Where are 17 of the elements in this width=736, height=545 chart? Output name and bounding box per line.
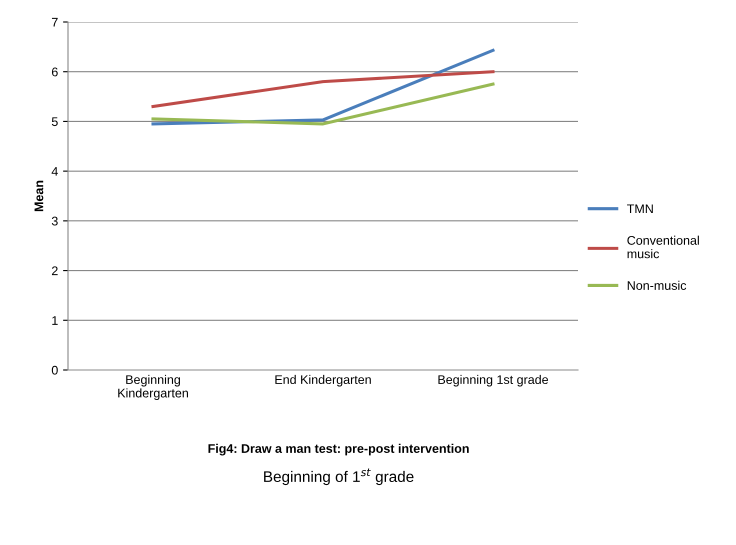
x-tick-label: End Kindergarten — [275, 374, 371, 387]
y-tick-label: 5 — [52, 117, 58, 126]
legend-label: TMN — [627, 204, 653, 214]
x-tick-label: Beginning 1st grade — [438, 374, 548, 387]
y-tick-label: 4 — [52, 167, 58, 176]
y-tick-label: 6 — [52, 68, 58, 76]
caption: Fig4: Draw a man test: pre-post intervention — [208, 444, 469, 456]
y-tick-label: 1 — [52, 316, 58, 325]
legend-label: Conventional music — [627, 236, 699, 258]
text: Beginning of 1$^{st}$ grade — [264, 468, 414, 486]
legend-label: Non-music — [628, 280, 686, 290]
y-tick-label: 0 — [52, 366, 58, 375]
y-tick-label: 7 — [52, 18, 58, 27]
y-tick-label: 3 — [52, 216, 58, 226]
y-tick-label: 2 — [52, 266, 58, 276]
y-axis-title: Mean — [34, 180, 44, 212]
x-tick-label: Beginning Kindergarten — [118, 374, 188, 400]
